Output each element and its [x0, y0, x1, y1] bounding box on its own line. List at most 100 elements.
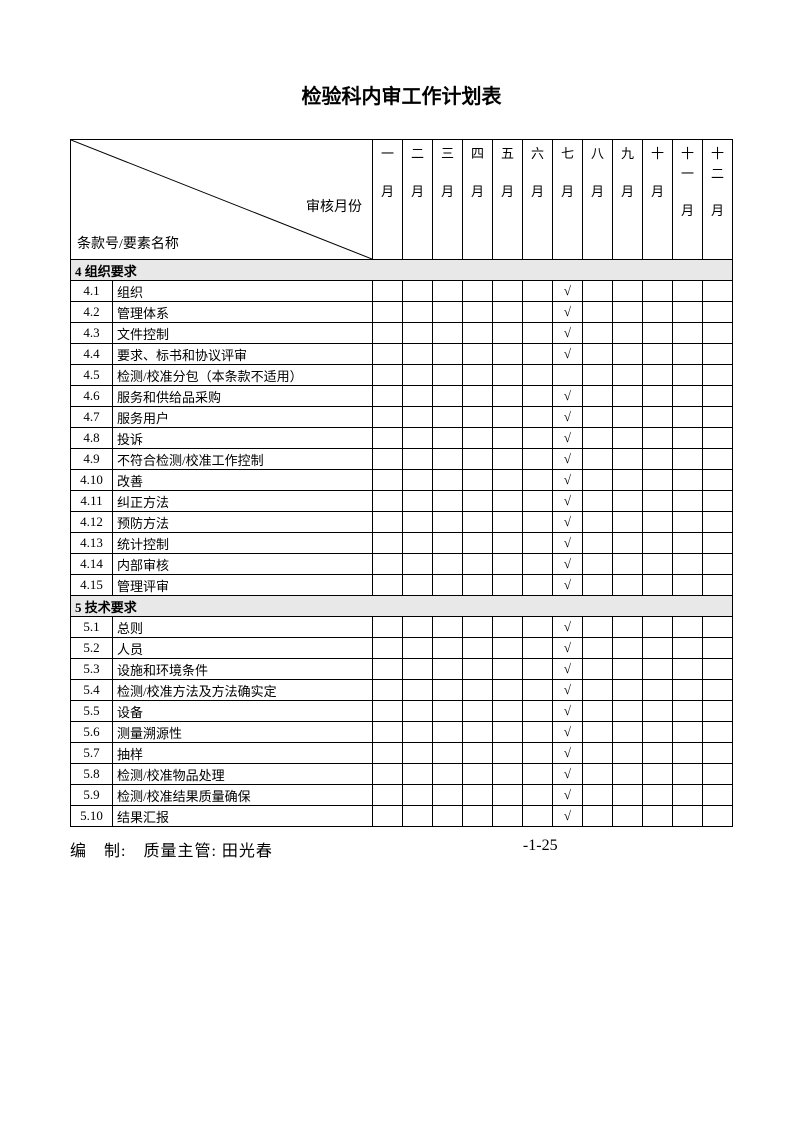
month-cell	[493, 764, 523, 785]
month-cell	[403, 680, 433, 701]
month-cell	[373, 764, 403, 785]
month-cell	[403, 344, 433, 365]
clause-name: 预防方法	[113, 512, 373, 533]
month-cell	[523, 344, 553, 365]
month-cell	[583, 491, 613, 512]
month-cell	[673, 680, 703, 701]
table-row: 5.5设备√	[71, 701, 733, 722]
month-header: 十一月	[673, 140, 703, 260]
month-cell: √	[553, 491, 583, 512]
month-cell	[613, 785, 643, 806]
month-cell	[583, 386, 613, 407]
month-cell	[673, 281, 703, 302]
month-header: 一月	[373, 140, 403, 260]
month-cell	[433, 806, 463, 827]
clause-number: 4.8	[71, 428, 113, 449]
month-cell	[403, 617, 433, 638]
month-cell	[373, 491, 403, 512]
clause-name: 总则	[113, 617, 373, 638]
month-cell: √	[553, 722, 583, 743]
clause-name: 设施和环境条件	[113, 659, 373, 680]
table-row: 4.11纠正方法√	[71, 491, 733, 512]
clause-name: 抽样	[113, 743, 373, 764]
clause-name: 结果汇报	[113, 806, 373, 827]
month-cell: √	[553, 554, 583, 575]
month-cell	[433, 785, 463, 806]
month-cell	[613, 344, 643, 365]
section-label: 4 组织要求	[71, 260, 733, 281]
month-cell	[463, 743, 493, 764]
month-cell	[523, 323, 553, 344]
clause-number: 5.2	[71, 638, 113, 659]
clause-name: 管理体系	[113, 302, 373, 323]
table-row: 4.3文件控制√	[71, 323, 733, 344]
month-cell	[403, 323, 433, 344]
month-cell	[703, 281, 733, 302]
table-row: 5.9检测/校准结果质量确保√	[71, 785, 733, 806]
header-row-label: 条款号/要素名称	[77, 233, 179, 253]
clause-number: 5.3	[71, 659, 113, 680]
month-cell	[373, 428, 403, 449]
month-cell	[523, 428, 553, 449]
month-cell	[523, 533, 553, 554]
month-cell	[673, 407, 703, 428]
month-cell	[493, 281, 523, 302]
month-cell	[583, 785, 613, 806]
month-cell	[463, 386, 493, 407]
clause-name: 服务用户	[113, 407, 373, 428]
month-cell	[433, 302, 463, 323]
month-cell	[613, 617, 643, 638]
month-cell	[613, 428, 643, 449]
month-cell	[613, 533, 643, 554]
month-cell	[613, 554, 643, 575]
month-cell	[673, 638, 703, 659]
month-cell	[703, 680, 733, 701]
section-label: 5 技术要求	[71, 596, 733, 617]
table-row: 4.7服务用户√	[71, 407, 733, 428]
clause-number: 4.2	[71, 302, 113, 323]
month-cell	[493, 407, 523, 428]
month-cell	[583, 281, 613, 302]
month-header: 八月	[583, 140, 613, 260]
month-cell	[673, 302, 703, 323]
month-cell	[583, 407, 613, 428]
month-cell	[433, 680, 463, 701]
month-cell	[643, 491, 673, 512]
month-cell	[463, 575, 493, 596]
month-cell	[523, 491, 553, 512]
month-cell	[523, 764, 553, 785]
month-cell	[703, 575, 733, 596]
month-cell	[643, 512, 673, 533]
month-cell	[643, 323, 673, 344]
month-cell	[433, 743, 463, 764]
month-cell	[493, 806, 523, 827]
clause-name: 测量溯源性	[113, 722, 373, 743]
month-cell: √	[553, 785, 583, 806]
month-cell	[583, 806, 613, 827]
month-cell	[523, 722, 553, 743]
month-cell	[433, 407, 463, 428]
month-cell	[433, 491, 463, 512]
month-cell	[703, 365, 733, 386]
month-cell: √	[553, 638, 583, 659]
month-cell	[583, 680, 613, 701]
month-cell	[433, 365, 463, 386]
clause-number: 4.15	[71, 575, 113, 596]
clause-number: 4.11	[71, 491, 113, 512]
month-cell	[493, 449, 523, 470]
month-cell	[373, 302, 403, 323]
month-cell: √	[553, 344, 583, 365]
month-cell	[583, 554, 613, 575]
month-cell	[643, 470, 673, 491]
month-cell	[643, 638, 673, 659]
month-cell	[373, 575, 403, 596]
month-cell	[673, 533, 703, 554]
month-cell	[583, 344, 613, 365]
month-cell	[463, 491, 493, 512]
month-cell	[703, 449, 733, 470]
month-cell	[673, 701, 703, 722]
month-cell	[463, 365, 493, 386]
month-cell	[673, 764, 703, 785]
clause-number: 5.1	[71, 617, 113, 638]
month-cell	[613, 764, 643, 785]
